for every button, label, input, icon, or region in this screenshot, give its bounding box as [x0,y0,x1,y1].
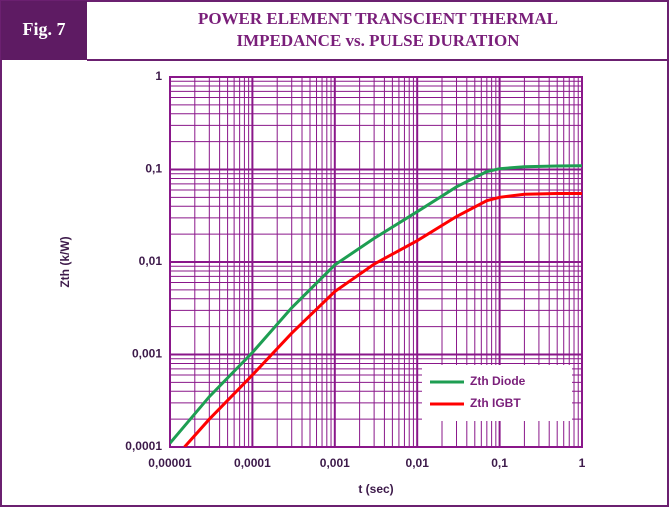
x-tick-label: 0,01 [406,456,430,470]
series-line [170,164,582,445]
legend-label: Zth IGBT [470,396,521,410]
y-tick-label: 1 [155,69,162,83]
x-axis-label: t (sec) [358,482,393,496]
chart-title: IMPEDANCE vs. PULSE DURATION [236,31,520,50]
y-tick-label: 0,001 [132,347,162,361]
x-tick-label: 0,001 [320,456,350,470]
y-tick-label: 0,1 [145,162,162,176]
y-tick-label: 0,01 [139,254,163,268]
series-line [183,192,582,447]
chart-title: POWER ELEMENT TRANSCIENT THERMAL [198,9,558,28]
legend: Zth Diode Zth IGBT [422,365,572,421]
y-axis-label: Zth (k/W) [58,236,72,287]
legend-box [422,365,572,421]
fig-badge [1,1,87,60]
y-tick-label: 0,0001 [125,439,162,453]
x-tick-label: 1 [579,456,586,470]
figure-label: Fig. 7 [23,19,66,39]
lines [170,164,582,447]
x-tick-label: 0,00001 [148,456,192,470]
x-tick-label: 0,1 [491,456,508,470]
legend-label: Zth Diode [470,374,526,388]
x-tick-label: 0,0001 [234,456,271,470]
plot-border [169,76,583,448]
